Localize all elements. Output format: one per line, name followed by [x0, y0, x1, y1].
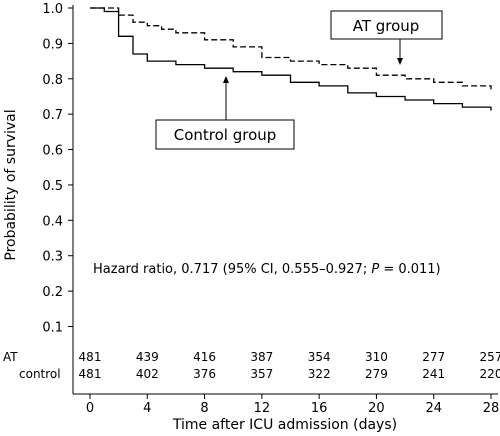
- risk-value: 277: [422, 350, 445, 364]
- y-tick-label: 0.2: [42, 285, 63, 300]
- x-tick-label: 24: [425, 401, 442, 416]
- control-group-survival-line: [90, 7, 492, 111]
- control-group-arrowhead: [223, 76, 229, 83]
- survival-curves: [90, 7, 492, 111]
- y-tick-label: 0.8: [42, 73, 63, 88]
- risk-value: 376: [193, 367, 216, 381]
- risk-value: 310: [365, 350, 388, 364]
- risk-value: 402: [136, 367, 159, 381]
- hazard-ratio-prefix: Hazard ratio, 0.717 (95% CI, 0.555–0.927…: [93, 262, 371, 277]
- risk-value: 257: [480, 350, 500, 364]
- risk-value: 354: [308, 350, 331, 364]
- x-tick-label: 0: [86, 401, 94, 416]
- y-tick-label: 1.0: [42, 2, 63, 17]
- x-axis-title: Time after ICU admission (days): [172, 417, 397, 433]
- hazard-ratio-annotation: Hazard ratio, 0.717 (95% CI, 0.555–0.927…: [93, 262, 441, 277]
- y-tick-label: 0.3: [42, 250, 63, 265]
- at-group-survival-line: [90, 7, 492, 90]
- risk-value: 279: [365, 367, 388, 381]
- y-tick-label: 0.4: [42, 214, 63, 229]
- control-group-label: Control group: [174, 126, 277, 144]
- at-group-label-box: [330, 10, 443, 40]
- risk-value: 220: [480, 367, 500, 381]
- y-ticks: 0.1 0.2 0.3 0.4 0.5 0.6 0.7 0.8 0.9 1.0: [42, 2, 73, 336]
- x-tick-label: 20: [368, 401, 385, 416]
- risk-table: AT 481 439 416 387 354 310 277 257 control 481 402 3…: [3, 350, 500, 381]
- risk-value: 481: [79, 367, 102, 381]
- y-tick-label: 0.1: [42, 321, 63, 336]
- risk-value: 481: [79, 350, 102, 364]
- x-tick-label: 4: [143, 401, 151, 416]
- x-tick-label: 12: [254, 401, 271, 416]
- x-ticks: 0 4 8 12 16 20 24 28: [86, 394, 499, 416]
- y-axis-title: Probability of survival: [3, 109, 19, 260]
- risk-value: 439: [136, 350, 159, 364]
- y-tick-label: 0.5: [42, 179, 63, 194]
- hazard-ratio-p: P: [371, 262, 379, 277]
- at-group-label: AT group: [353, 17, 420, 35]
- hazard-ratio-suffix: = 0.011): [379, 262, 440, 277]
- x-tick-label: 28: [483, 401, 500, 416]
- y-tick-label: 0.6: [42, 144, 63, 159]
- risk-row-label: control: [19, 367, 61, 381]
- x-tick-label: 16: [311, 401, 328, 416]
- risk-value: 322: [308, 367, 331, 381]
- y-tick-label: 0.7: [42, 108, 63, 123]
- risk-row-label: AT: [3, 350, 18, 364]
- y-tick-label: 0.9: [42, 37, 63, 52]
- risk-value: 387: [250, 350, 273, 364]
- risk-value: 357: [250, 367, 273, 381]
- at-group-arrowhead: [397, 58, 403, 65]
- risk-value: 416: [193, 350, 216, 364]
- x-tick-label: 8: [200, 401, 208, 416]
- control-group-label-box: [155, 119, 295, 150]
- risk-value: 241: [422, 367, 445, 381]
